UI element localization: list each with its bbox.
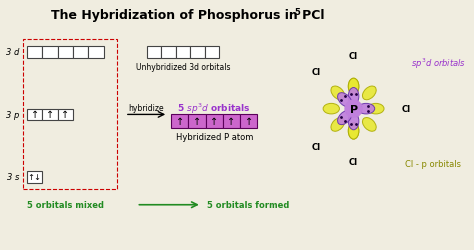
Circle shape: [345, 100, 362, 118]
Text: Cl: Cl: [311, 68, 321, 76]
Text: 5 orbitals formed: 5 orbitals formed: [207, 200, 289, 209]
Text: hybridize: hybridize: [128, 104, 164, 113]
Text: ↑: ↑: [210, 117, 219, 127]
Ellipse shape: [348, 88, 359, 106]
Bar: [23, 40, 117, 190]
Bar: [205, 47, 219, 58]
Text: 3 p: 3 p: [6, 110, 19, 120]
Text: 3 s: 3 s: [7, 173, 19, 182]
Text: ↑: ↑: [46, 110, 54, 120]
Bar: [42, 47, 58, 58]
Bar: [188, 115, 206, 128]
Bar: [162, 47, 176, 58]
Bar: [176, 47, 190, 58]
Text: ↑: ↑: [61, 110, 69, 120]
Text: Cl: Cl: [349, 157, 358, 166]
Bar: [42, 109, 58, 121]
Ellipse shape: [348, 123, 359, 140]
Text: 5: 5: [294, 8, 300, 17]
Ellipse shape: [348, 113, 359, 130]
Text: ↑: ↑: [193, 117, 201, 127]
Text: ↑↓: ↑↓: [27, 173, 42, 182]
Bar: [190, 47, 205, 58]
Text: Hybridized P atom: Hybridized P atom: [175, 132, 253, 141]
Bar: [27, 47, 42, 58]
Ellipse shape: [337, 111, 352, 125]
Text: ↑: ↑: [245, 117, 253, 127]
Bar: [73, 47, 88, 58]
Text: Cl: Cl: [402, 105, 411, 114]
Ellipse shape: [337, 93, 352, 108]
Ellipse shape: [331, 118, 345, 132]
Ellipse shape: [368, 104, 384, 115]
Ellipse shape: [331, 87, 345, 100]
Text: The Hybridization of Phosphorus in PCl: The Hybridization of Phosphorus in PCl: [51, 9, 324, 22]
Bar: [147, 47, 162, 58]
Text: 5 orbitals mixed: 5 orbitals mixed: [27, 200, 104, 209]
Ellipse shape: [363, 118, 376, 132]
Text: P: P: [349, 104, 358, 114]
Bar: [171, 115, 188, 128]
Text: Unhybridized 3d orbitals: Unhybridized 3d orbitals: [136, 62, 230, 72]
Ellipse shape: [363, 87, 376, 100]
Bar: [58, 109, 73, 121]
Ellipse shape: [348, 79, 359, 95]
Bar: [58, 47, 73, 58]
Ellipse shape: [323, 104, 339, 115]
Text: ↑: ↑: [175, 117, 184, 127]
Text: ↑: ↑: [30, 110, 39, 120]
Bar: [240, 115, 257, 128]
Text: Cl: Cl: [349, 52, 358, 61]
Text: Cl: Cl: [311, 142, 321, 151]
Text: ↑: ↑: [228, 117, 236, 127]
Ellipse shape: [348, 123, 359, 140]
Text: 3 d: 3 d: [6, 48, 19, 57]
Text: $sp^3d$ orbitals: $sp^3d$ orbitals: [411, 56, 466, 70]
Bar: [223, 115, 240, 128]
Bar: [27, 109, 42, 121]
Text: Cl - p orbitals: Cl - p orbitals: [405, 159, 462, 168]
Bar: [88, 47, 104, 58]
Ellipse shape: [357, 104, 375, 115]
Bar: [206, 115, 223, 128]
Text: 5 $sp^3d$ orbitals: 5 $sp^3d$ orbitals: [177, 101, 251, 116]
Ellipse shape: [348, 79, 359, 95]
Bar: [27, 172, 42, 183]
